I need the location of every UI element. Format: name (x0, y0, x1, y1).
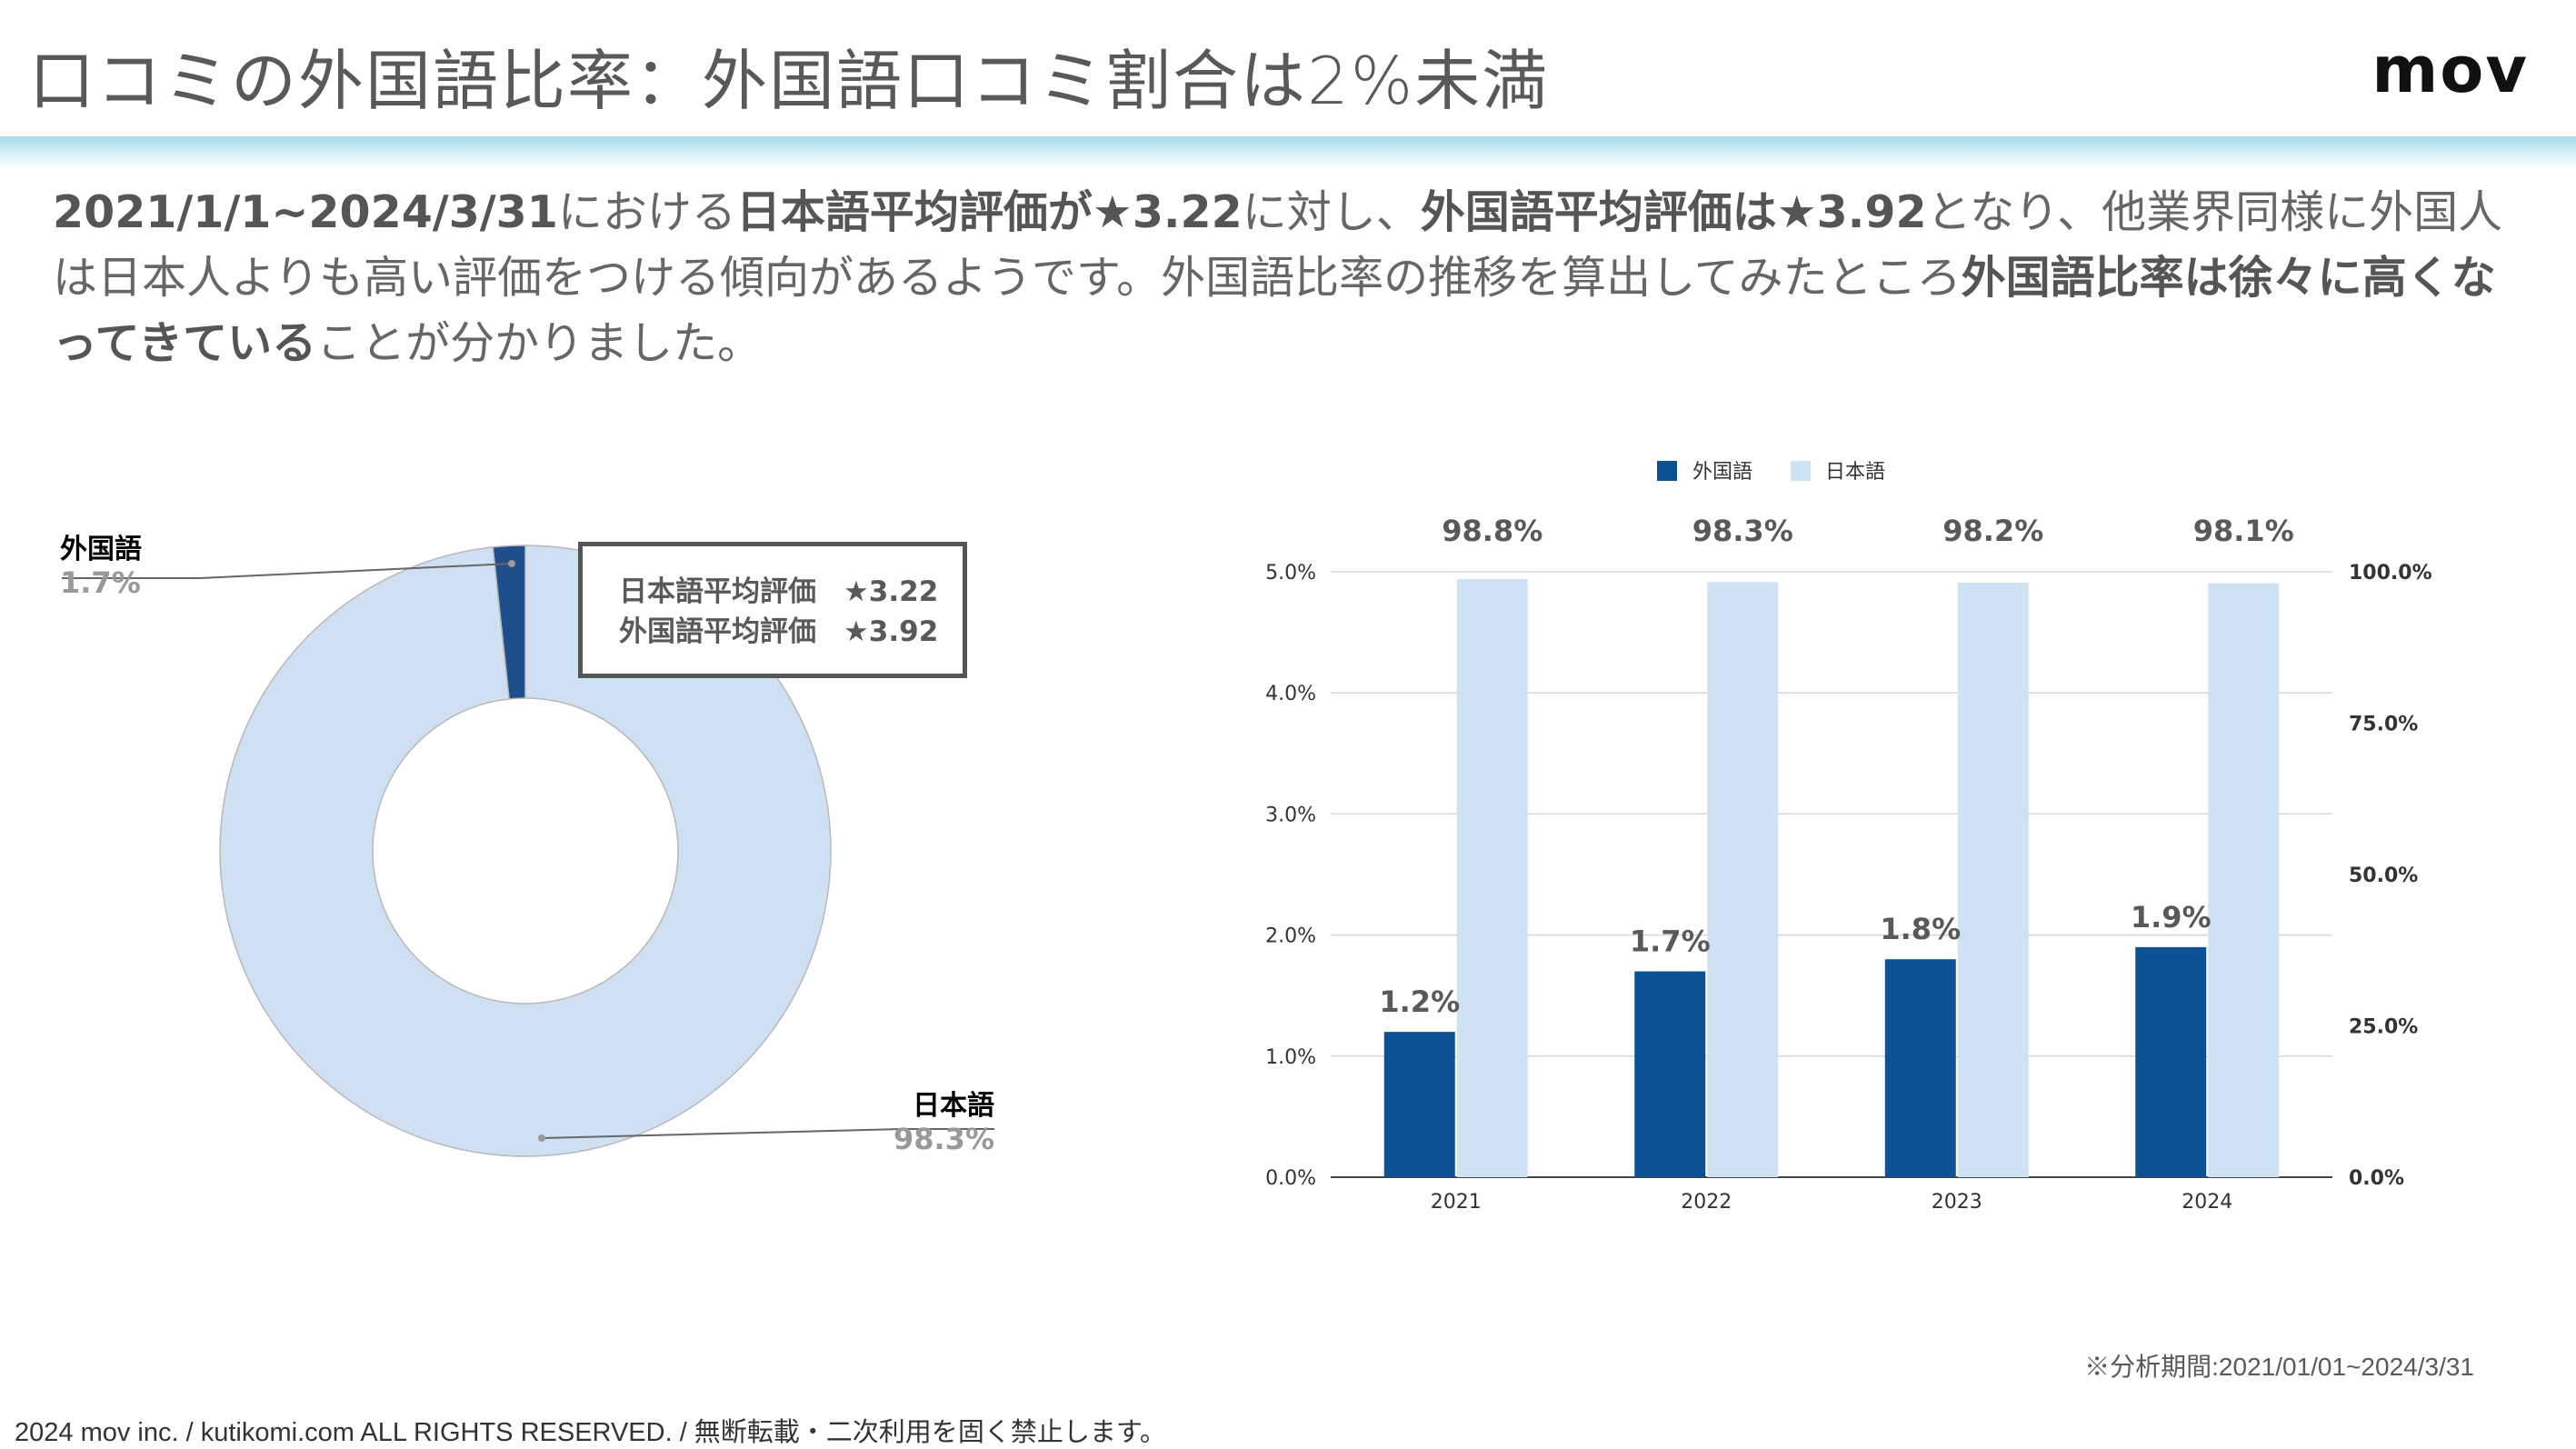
bar-foreign-2023 (1884, 959, 1956, 1177)
summary-period: 2021/1/1~2024/3/31 (53, 186, 558, 238)
y-right-tick-label: 50.0% (2349, 864, 2418, 887)
y-right-tick-label: 75.0% (2349, 714, 2418, 736)
rating-value-japanese: ★3.22 (844, 575, 939, 608)
summary-text-1: における (557, 186, 736, 238)
slice-pct-japanese: 98.3% (894, 1122, 994, 1156)
rating-label-foreign: 外国語平均評価 (619, 615, 816, 648)
bar-japanese-2023 (1957, 582, 2029, 1177)
y-right-tick-label: 100.0% (2349, 562, 2432, 585)
data-label-foreign-2021: 1.2% (1379, 984, 1460, 1019)
x-tick-label: 2024 (2182, 1191, 2232, 1214)
summary-text-3: となり、他業界同様に外国人は日本人よりも高い評価をつける傾向があるようです。外国… (53, 186, 2503, 304)
bar-chart: 外国語 日本語 0.0% 1.0% 2.0% 3.0% 4.0% 5.0% 0.0% 25.0… (1236, 436, 2472, 1236)
y-left-tick-label: 5.0% (1265, 562, 1316, 585)
header: 口コミの外国語比率：外国語口コミ割合は2%未満 mov (0, 0, 2576, 136)
y-right-tick-label: 25.0% (2349, 1016, 2418, 1039)
rating-label-japanese: 日本語平均評価 (619, 575, 816, 608)
leader-dot-foreign (508, 560, 515, 567)
slice-pct-foreign: 1.7% (60, 565, 141, 600)
data-label-japanese-2023: 98.2% (1942, 514, 2043, 548)
y-left-tick-label: 0.0% (1265, 1167, 1316, 1190)
mov-logo: mov (2371, 33, 2529, 107)
rating-row-foreign: 外国語平均評価 ★3.92 (619, 612, 963, 652)
data-label-japanese-2021: 98.8% (1442, 514, 1543, 548)
legend-swatch-foreign (1657, 461, 1677, 481)
leader-line-japanese (541, 1128, 994, 1139)
summary-ja-rating: 日本語平均評価が★3.22 (735, 186, 1243, 238)
summary-text-4: ことが分かりました。 (316, 317, 763, 369)
y-left-tick-label: 2.0% (1265, 925, 1316, 948)
legend-label-foreign: 外国語 (1692, 461, 1752, 484)
bar-foreign-2021 (1383, 1032, 1455, 1177)
data-label-foreign-2022: 1.7% (1630, 924, 1711, 959)
y-left-tick-label: 3.0% (1265, 804, 1316, 826)
leader-line-foreign (62, 563, 513, 579)
legend-label-japanese: 日本語 (1825, 461, 1885, 484)
slice-label-foreign: 外国語 (60, 534, 142, 565)
y-right-tick-label: 0.0% (2349, 1167, 2404, 1190)
header-accent-band (0, 136, 2576, 169)
bar-japanese-2024 (2208, 583, 2280, 1177)
summary-text: 2021/1/1~2024/3/31における日本語平均評価が★3.22に対し、外… (53, 180, 2525, 376)
rating-row-japanese: 日本語平均評価 ★3.22 (619, 572, 963, 612)
data-label-foreign-2024: 1.9% (2131, 900, 2212, 934)
summary-text-2: に対し、 (1242, 186, 1421, 238)
bar-japanese-2021 (1456, 578, 1528, 1177)
data-label-foreign-2023: 1.8% (1880, 912, 1961, 946)
leader-dot-japanese (538, 1134, 545, 1142)
x-tick-label: 2021 (1431, 1191, 1482, 1214)
summary-fo-rating: 外国語平均評価は★3.92 (1420, 186, 1927, 238)
copyright: 2024 mov inc. / kutikomi.com ALL RIGHTS … (15, 1418, 1166, 1447)
legend-swatch-japanese (1791, 461, 1811, 481)
y-left-tick-label: 1.0% (1265, 1046, 1316, 1069)
x-tick-label: 2022 (1681, 1191, 1732, 1214)
analysis-period-note: ※分析期間:2021/01/01~2024/3/31 (2084, 1353, 2474, 1381)
summary-trend: 外国語比率は徐々に高くなってきている (53, 252, 2496, 369)
rating-value-foreign: ★3.92 (844, 615, 939, 648)
data-label-japanese-2022: 98.3% (1692, 514, 1793, 548)
bar-foreign-2024 (2135, 946, 2207, 1177)
donut-chart: 外国語 1.7% 日本語 98.3% 日本語平均評価 ★3.22 外国語平均評価 ★… (0, 509, 1091, 1200)
x-tick-label: 2023 (1932, 1191, 1982, 1214)
page-title: 口コミの外国語比率：外国語口コミ割合は2%未満 (29, 43, 1550, 119)
bar-japanese-2022 (1707, 582, 1779, 1177)
data-label-japanese-2024: 98.1% (2193, 514, 2294, 548)
rating-box: 日本語平均評価 ★3.22 外国語平均評価 ★3.92 (578, 542, 967, 678)
bar-foreign-2022 (1634, 971, 1706, 1177)
y-left-tick-label: 4.0% (1265, 683, 1316, 705)
bar-svg: 外国語 日本語 0.0% 1.0% 2.0% 3.0% 4.0% 5.0% 0.0% 25.0… (1265, 461, 2432, 1214)
donut-svg: 外国語 1.7% 日本語 98.3% (60, 534, 994, 1157)
slice-label-japanese: 日本語 (913, 1090, 994, 1122)
